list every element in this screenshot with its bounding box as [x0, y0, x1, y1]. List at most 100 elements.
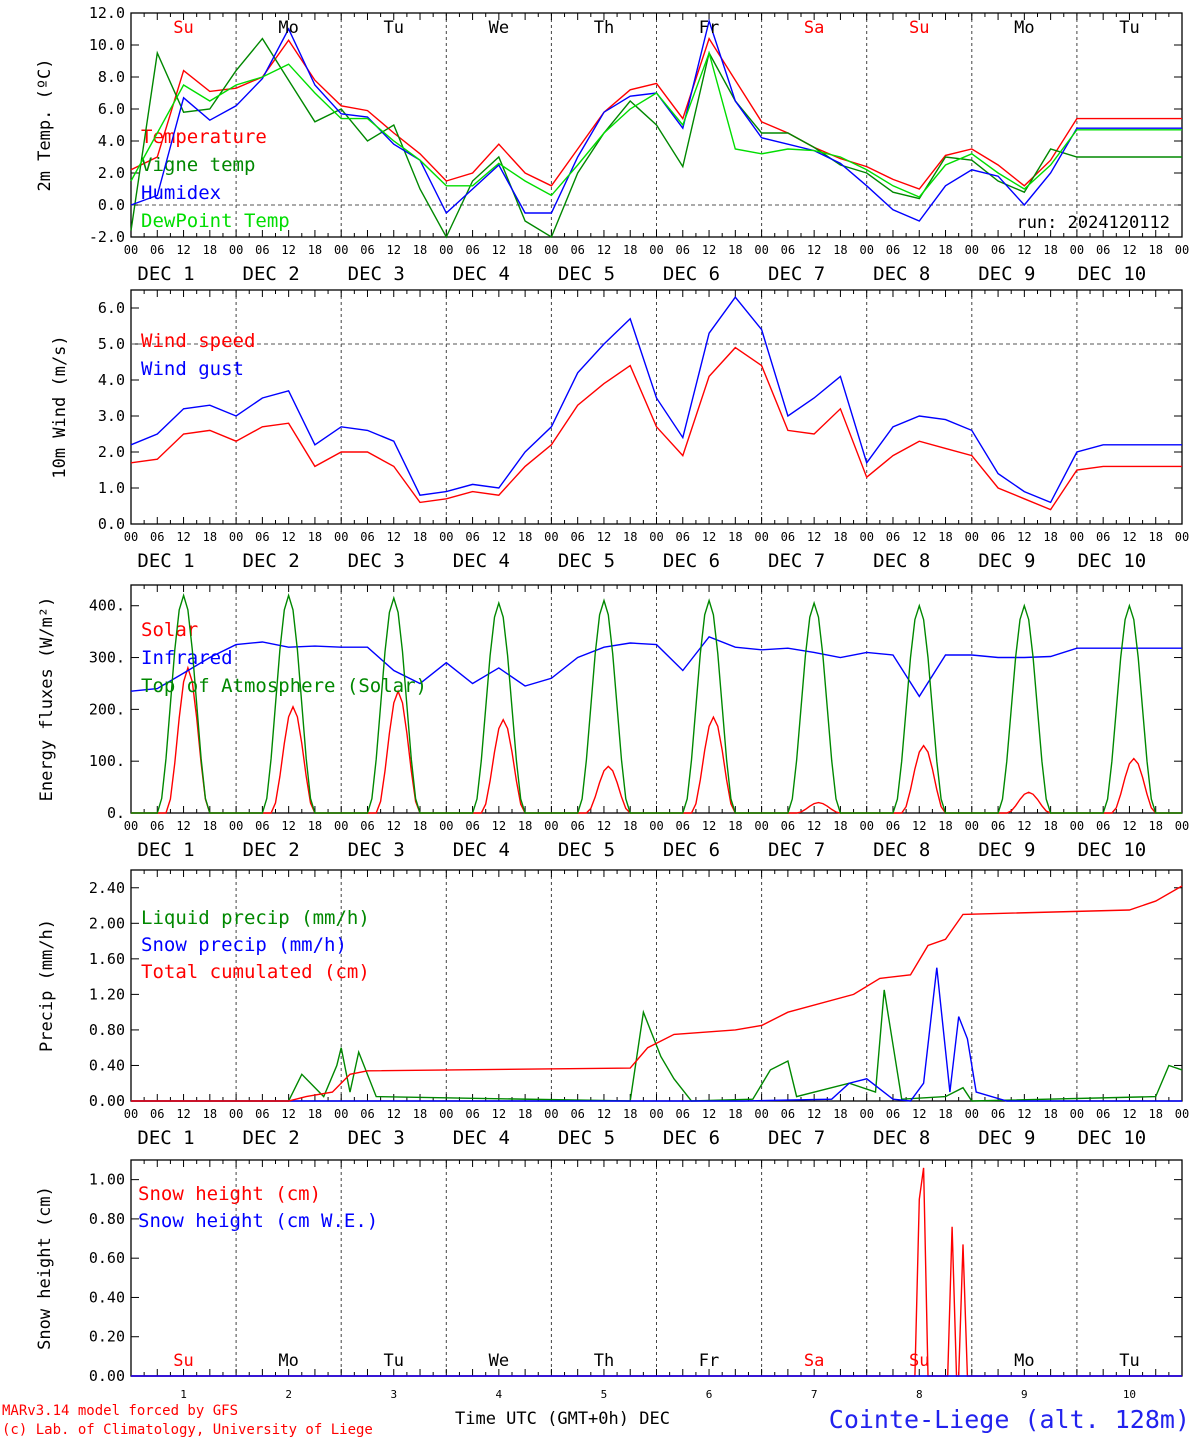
hour-label: 12	[176, 530, 190, 544]
hour-label: 00	[229, 530, 243, 544]
hour-label: 18	[1148, 819, 1162, 833]
hour-label: 12	[597, 530, 611, 544]
legend-entry: Temperature	[141, 126, 267, 148]
hour-label: 00	[544, 243, 558, 257]
hour-label: 06	[255, 819, 269, 833]
hour-label: 18	[1043, 243, 1057, 257]
station-name: Cointe-Liege (alt. 128m)	[829, 1405, 1190, 1434]
y-tick-label: 0.00	[89, 1092, 125, 1110]
date-label: DEC 8	[873, 263, 930, 285]
date-label: DEC 5	[558, 1127, 615, 1149]
hour-label: 00	[1175, 819, 1189, 833]
series-line-snow-height-cm-	[131, 1167, 1182, 1377]
date-label: DEC 4	[453, 263, 510, 285]
hour-label: 00	[965, 530, 979, 544]
hour-label: 00	[754, 530, 768, 544]
y-tick-label: 0.40	[89, 1288, 125, 1306]
date-label: DEC 4	[453, 550, 510, 572]
hour-label: 18	[623, 1107, 637, 1121]
hour-label: 18	[938, 243, 952, 257]
y-tick-label: -2.0	[89, 228, 125, 246]
hour-label: 12	[1017, 1107, 1031, 1121]
date-label: DEC 6	[663, 550, 720, 572]
series-line-total-cumulated-cm-	[131, 885, 1183, 1102]
time-axis-label: Time UTC (GMT+0h) DEC	[455, 1409, 670, 1429]
y-tick-label: 100.	[89, 752, 125, 770]
date-label: DEC 3	[348, 1127, 405, 1149]
date-label: DEC 2	[243, 839, 300, 861]
hour-label: 12	[1017, 819, 1031, 833]
date-label: DEC 3	[348, 263, 405, 285]
hour-label: 00	[334, 819, 348, 833]
hour-label: 06	[465, 1107, 479, 1121]
hour-label: 00	[439, 243, 453, 257]
series-line-liquid-precip-mm-h-	[131, 989, 1183, 1102]
y-axis-title: Energy fluxes (W/m²)	[37, 597, 57, 802]
hour-label: 12	[387, 1107, 401, 1121]
day-number: 4	[496, 1388, 503, 1401]
chart-layer: -2.00.02.04.06.08.010.012.02m Temp. (ºC)…	[35, 4, 1189, 1401]
hour-label: 18	[203, 1107, 217, 1121]
hour-label: 18	[833, 819, 847, 833]
day-number: 2	[285, 1388, 292, 1401]
date-label: DEC 10	[1078, 550, 1147, 572]
hour-label: 00	[965, 1107, 979, 1121]
day-number: 8	[916, 1388, 923, 1401]
hour-label: 12	[176, 1107, 190, 1121]
hour-label: 18	[413, 819, 427, 833]
hour-label: 12	[597, 819, 611, 833]
hour-label: 00	[439, 1107, 453, 1121]
hour-label: 00	[1175, 1107, 1189, 1121]
hour-label: 18	[1043, 1107, 1057, 1121]
hour-label: 06	[886, 530, 900, 544]
hour-label: 12	[176, 819, 190, 833]
series-line-wind-gust	[130, 296, 1182, 504]
legend-entry: Snow precip (mm/h)	[141, 934, 347, 956]
hour-label: 06	[991, 819, 1005, 833]
date-label: DEC 9	[978, 263, 1035, 285]
hour-label: 00	[754, 243, 768, 257]
hour-label: 00	[859, 819, 873, 833]
y-tick-label: 1.0	[98, 479, 125, 497]
hour-label: 18	[728, 243, 742, 257]
hour-label: 06	[255, 243, 269, 257]
weekday-label: Sa	[804, 18, 824, 38]
weekday-label: Mo	[1014, 18, 1034, 38]
series-line-wind-speed	[130, 346, 1182, 511]
hour-label: 00	[965, 243, 979, 257]
hour-label: 18	[518, 243, 532, 257]
legend-entry: Vigne temp	[141, 154, 255, 176]
hour-label: 18	[308, 243, 322, 257]
hour-label: 18	[413, 530, 427, 544]
hour-label: 18	[623, 819, 637, 833]
date-label: DEC 10	[1078, 263, 1147, 285]
weekday-label: Fr	[699, 18, 719, 38]
legend-entry: Wind gust	[141, 358, 244, 380]
hour-label: 18	[1148, 243, 1162, 257]
hour-label: 00	[1070, 819, 1084, 833]
y-tick-label: 5.0	[98, 335, 125, 353]
legend-entry: Total cumulated (cm)	[141, 961, 370, 983]
date-label: DEC 6	[663, 263, 720, 285]
hour-label: 00	[334, 1107, 348, 1121]
hour-label: 12	[702, 243, 716, 257]
hour-label: 00	[544, 819, 558, 833]
weekday-label: Th	[594, 1351, 614, 1371]
hour-label: 00	[124, 1107, 138, 1121]
hour-label: 00	[334, 530, 348, 544]
hour-label: 12	[281, 1107, 295, 1121]
legend-entry: Top of Atmosphere (Solar)	[141, 675, 427, 697]
model-credit: MARv3.14 model forced by GFS	[2, 1403, 238, 1419]
hour-label: 18	[833, 243, 847, 257]
hour-label: 06	[676, 243, 690, 257]
hour-label: 00	[439, 530, 453, 544]
date-label: DEC 8	[873, 1127, 930, 1149]
hour-label: 00	[649, 530, 663, 544]
date-label: DEC 6	[663, 1127, 720, 1149]
hour-label: 00	[544, 1107, 558, 1121]
date-label: DEC 3	[348, 550, 405, 572]
date-label: DEC 6	[663, 839, 720, 861]
hour-label: 18	[1043, 530, 1057, 544]
y-tick-label: 2.40	[89, 879, 125, 897]
date-label: DEC 2	[243, 1127, 300, 1149]
